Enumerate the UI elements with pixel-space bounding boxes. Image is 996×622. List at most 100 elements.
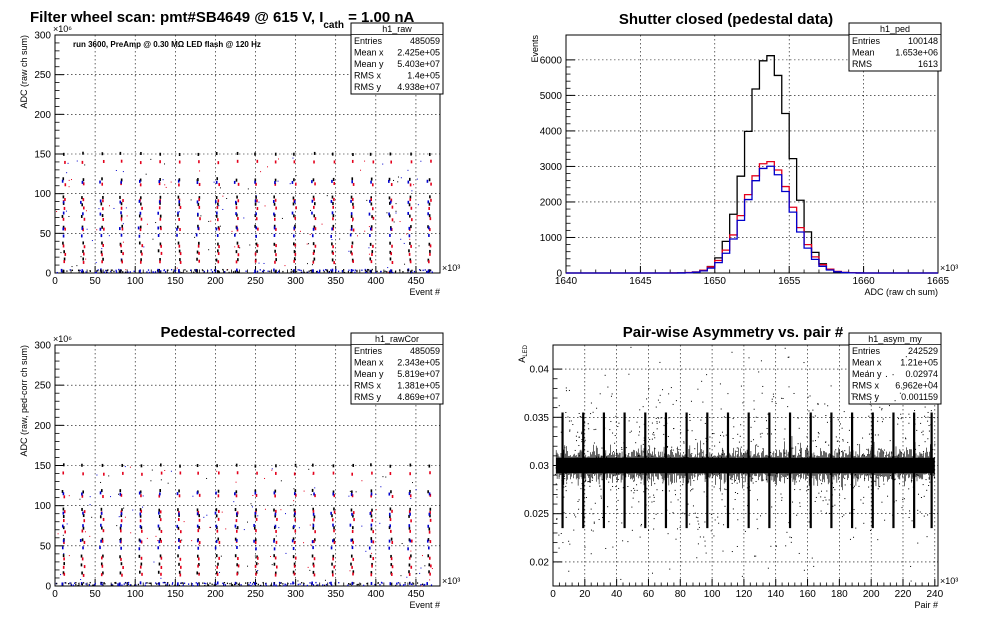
data-point-base bbox=[127, 271, 129, 273]
data-point bbox=[617, 499, 619, 501]
data-point bbox=[841, 427, 843, 429]
data-point-base bbox=[56, 271, 58, 274]
data-point-blue bbox=[293, 524, 295, 528]
data-point bbox=[830, 385, 832, 387]
data-point-black bbox=[235, 490, 238, 494]
data-point-base bbox=[356, 583, 358, 586]
data-point bbox=[842, 439, 844, 441]
data-point-base bbox=[218, 271, 221, 274]
data-point-base bbox=[257, 583, 259, 586]
data-point-black bbox=[81, 538, 84, 542]
data-point-black bbox=[370, 225, 373, 229]
data-point-red bbox=[120, 206, 123, 210]
data-point bbox=[565, 516, 567, 518]
data-point-black bbox=[62, 241, 64, 245]
data-point-blue bbox=[350, 212, 353, 216]
data-point-black bbox=[427, 258, 430, 262]
data-point bbox=[587, 463, 589, 465]
data-point-red bbox=[389, 518, 392, 522]
data-point-red bbox=[430, 159, 432, 163]
data-point-black bbox=[351, 241, 354, 245]
data-point bbox=[659, 421, 661, 423]
data-point bbox=[820, 510, 822, 512]
data-point bbox=[828, 444, 830, 446]
data-point bbox=[659, 402, 661, 404]
stats-value: 2.343e+05 bbox=[397, 358, 440, 368]
data-point-red bbox=[429, 252, 431, 256]
data-point-base bbox=[113, 270, 115, 273]
data-point bbox=[812, 440, 814, 442]
data-point bbox=[592, 513, 594, 515]
data-point-black bbox=[253, 526, 256, 530]
data-point bbox=[746, 466, 748, 468]
data-point bbox=[583, 442, 585, 444]
data-point-black bbox=[427, 225, 429, 229]
data-point-blue bbox=[389, 200, 392, 204]
data-point-base bbox=[193, 271, 195, 274]
data-point bbox=[701, 380, 703, 382]
data-point-sparse bbox=[371, 552, 373, 554]
stats-label: Mean x bbox=[354, 48, 384, 58]
data-point-sparse bbox=[280, 480, 282, 482]
data-point bbox=[905, 356, 907, 358]
data-point-blue bbox=[273, 226, 276, 230]
data-point-black bbox=[196, 250, 199, 254]
data-point-base bbox=[283, 584, 285, 587]
data-point-base bbox=[431, 271, 433, 273]
histogram-red bbox=[566, 160, 938, 274]
data-point bbox=[714, 471, 716, 473]
data-point bbox=[864, 477, 866, 479]
data-point bbox=[567, 416, 569, 418]
data-point-sparse bbox=[108, 235, 110, 237]
data-point-black bbox=[312, 570, 315, 574]
data-point-black bbox=[313, 214, 316, 218]
data-point bbox=[877, 434, 879, 436]
data-point bbox=[590, 529, 592, 531]
data-point bbox=[695, 516, 697, 518]
data-point-blue bbox=[159, 492, 161, 496]
data-point bbox=[612, 454, 614, 456]
data-point-red bbox=[82, 472, 84, 476]
data-point bbox=[696, 557, 698, 559]
data-point-red bbox=[121, 260, 124, 264]
data-point bbox=[719, 473, 721, 475]
data-point-red bbox=[197, 244, 200, 248]
data-point-base bbox=[349, 583, 351, 585]
data-point bbox=[888, 405, 890, 407]
data-point-base bbox=[365, 271, 367, 274]
data-point-red bbox=[275, 244, 277, 248]
data-point-black bbox=[255, 508, 257, 512]
data-point-red bbox=[312, 205, 315, 209]
data-point-base bbox=[322, 269, 325, 272]
data-point bbox=[872, 465, 874, 467]
data-point bbox=[723, 453, 725, 455]
data-point bbox=[561, 480, 563, 482]
data-point bbox=[595, 428, 597, 430]
data-point-black bbox=[62, 152, 65, 156]
data-point-sparse bbox=[115, 169, 117, 171]
data-point bbox=[584, 516, 586, 518]
data-point bbox=[813, 565, 815, 567]
data-point-black bbox=[121, 224, 124, 228]
data-point-black bbox=[81, 196, 83, 200]
data-point bbox=[648, 469, 650, 471]
data-point-red bbox=[217, 199, 220, 203]
data-point-black bbox=[234, 537, 237, 541]
data-point-black bbox=[390, 537, 393, 541]
data-point bbox=[560, 431, 562, 433]
data-point bbox=[892, 508, 894, 510]
data-point-sparse bbox=[258, 262, 260, 264]
data-point-base bbox=[359, 583, 362, 585]
data-point-base bbox=[287, 582, 289, 585]
data-point-red bbox=[102, 159, 105, 163]
data-point bbox=[653, 500, 655, 502]
data-point-base bbox=[290, 583, 292, 585]
data-point-red bbox=[63, 206, 66, 210]
data-point bbox=[797, 417, 799, 419]
data-point-black bbox=[409, 258, 412, 262]
y-axis-label: ALED bbox=[517, 344, 529, 362]
data-point-red bbox=[254, 564, 257, 568]
data-point-blue bbox=[100, 539, 102, 543]
data-point bbox=[853, 468, 855, 470]
data-point-red bbox=[63, 557, 65, 561]
